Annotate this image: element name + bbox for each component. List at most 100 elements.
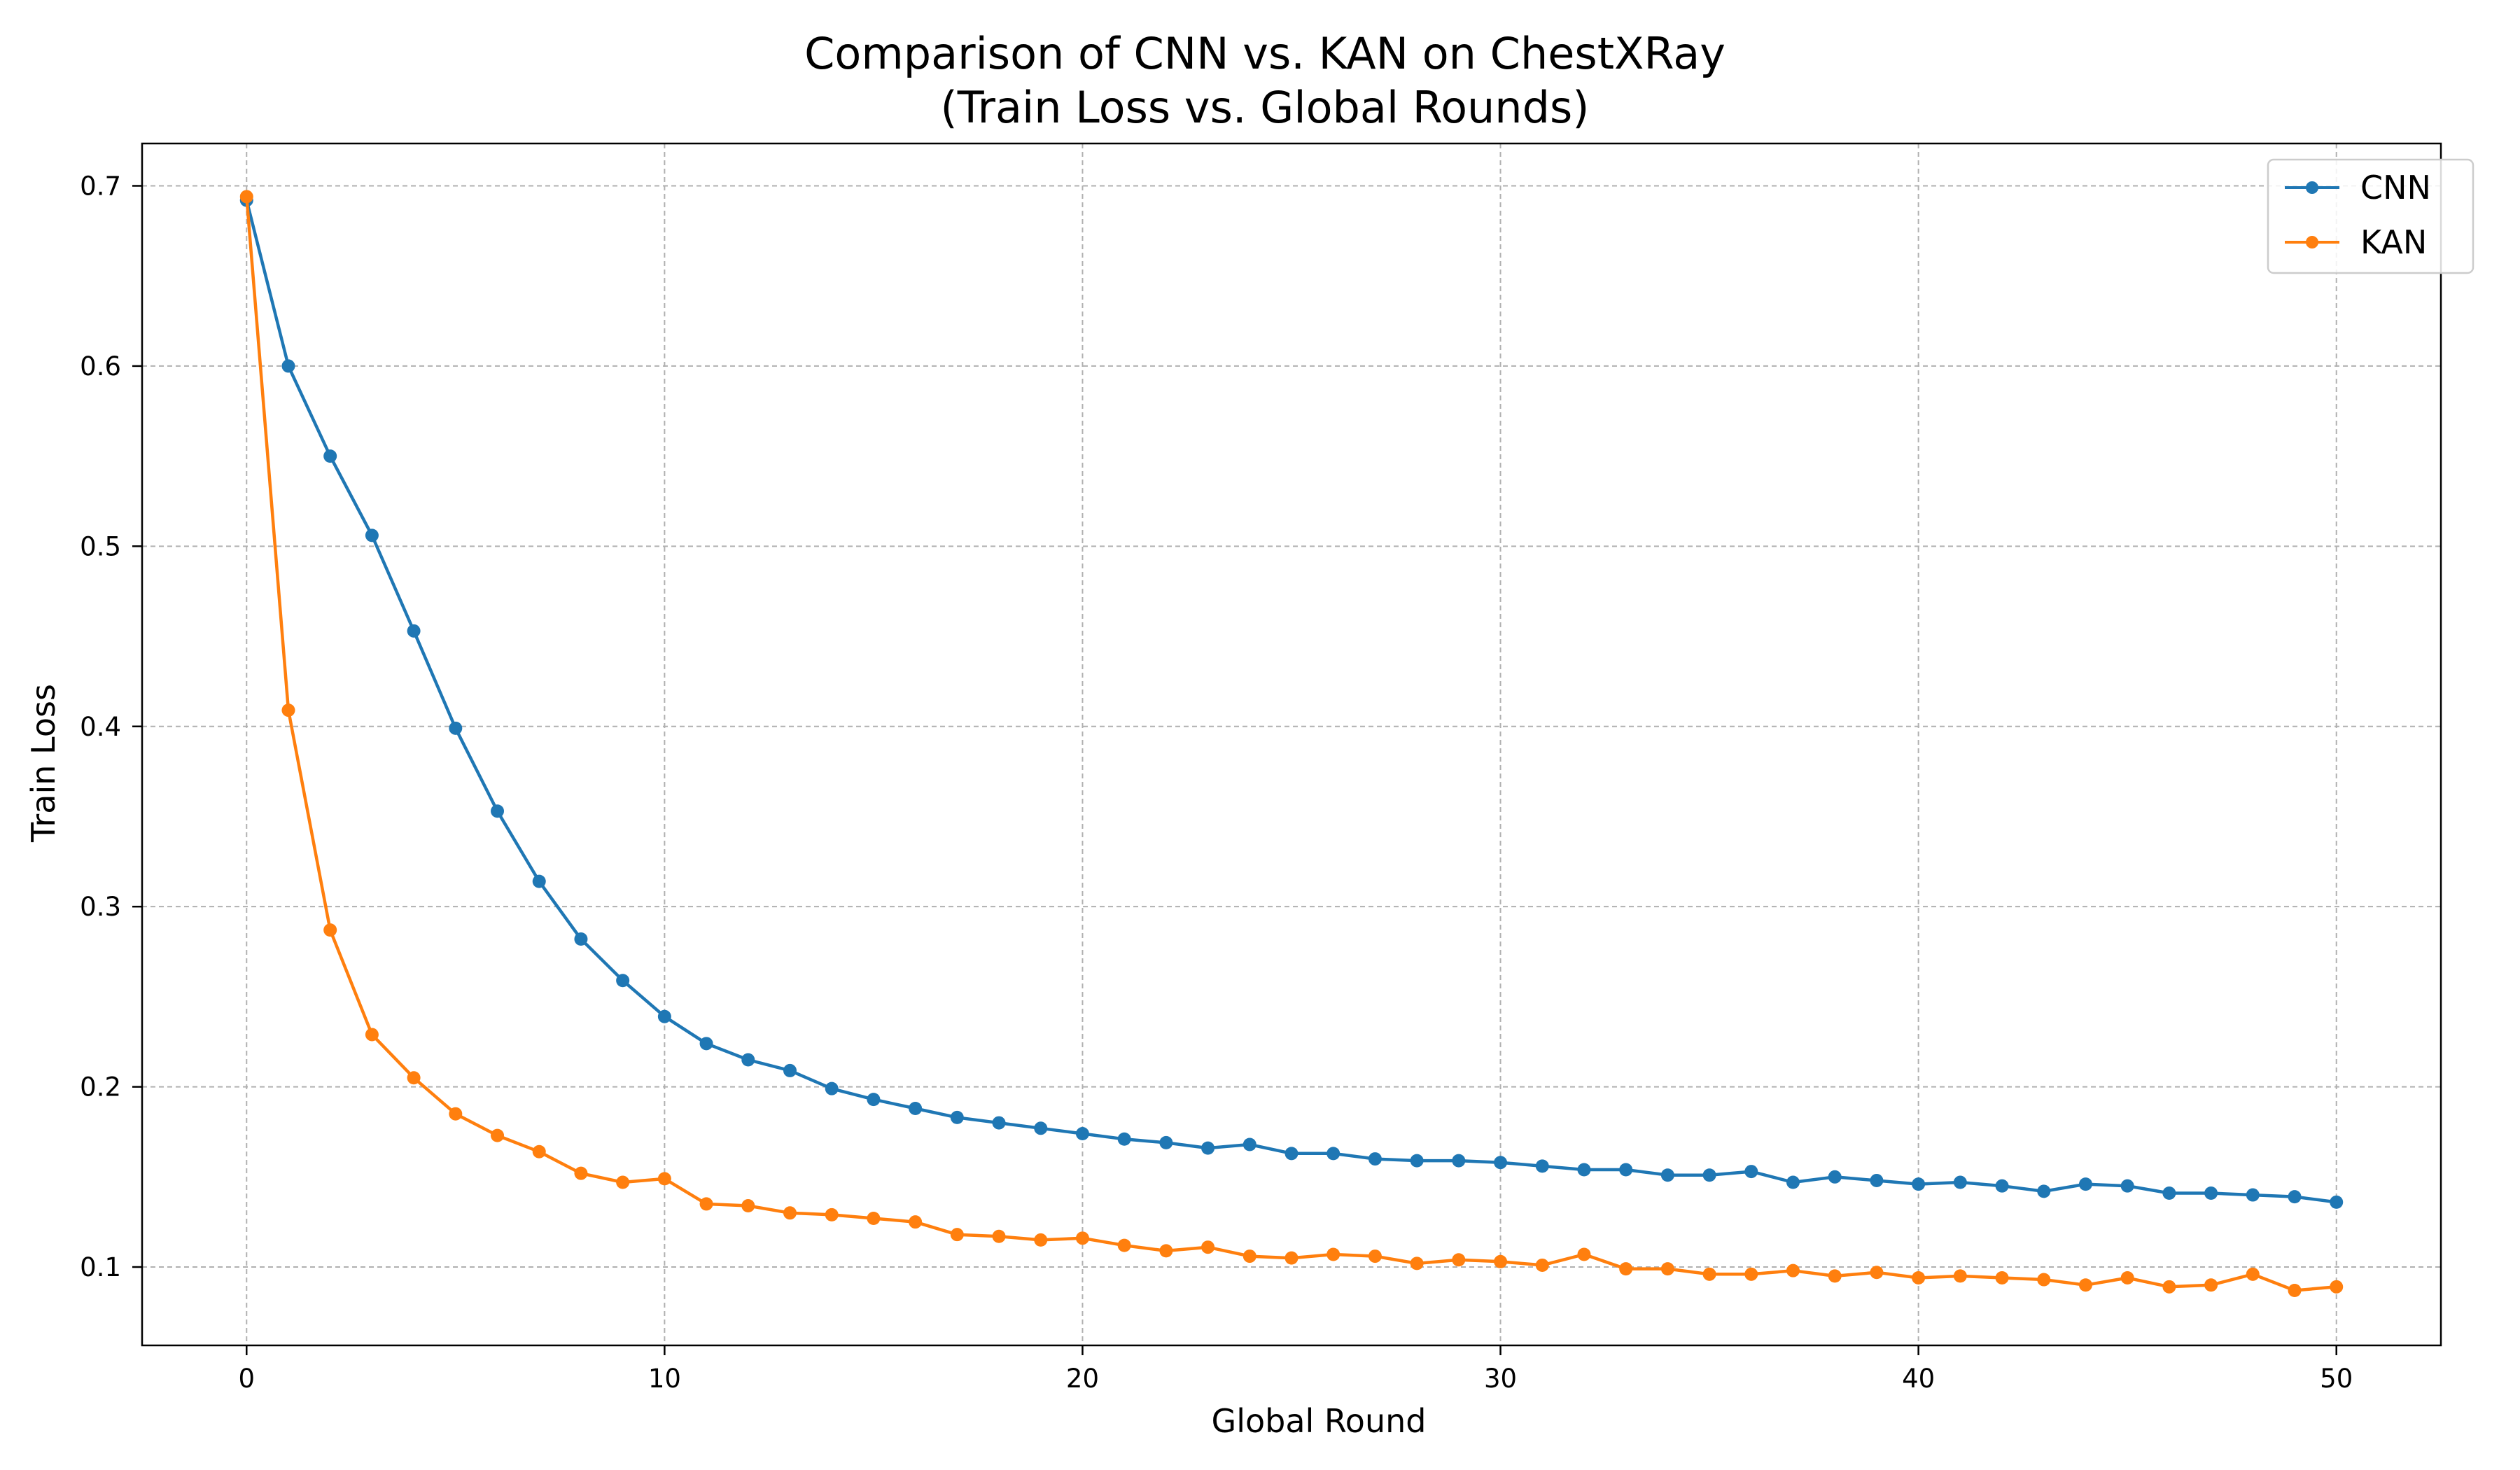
legend-label-cnn: CNN <box>2360 169 2431 206</box>
data-point-kan <box>1786 1264 1800 1278</box>
data-point-kan <box>1660 1262 1674 1276</box>
data-point-kan <box>1452 1253 1466 1267</box>
data-point-kan <box>1995 1270 2009 1284</box>
data-point-kan <box>2078 1278 2092 1292</box>
data-point-cnn <box>2120 1179 2134 1193</box>
data-point-cnn <box>657 1009 671 1023</box>
data-point-kan <box>491 1128 505 1142</box>
data-point-cnn <box>1410 1154 1424 1168</box>
data-point-cnn <box>449 721 463 735</box>
data-point-kan <box>1494 1254 1508 1268</box>
series-kan <box>239 190 2344 1297</box>
grid <box>142 144 2441 1345</box>
data-point-cnn <box>1368 1152 1382 1166</box>
x-tick-label: 20 <box>1066 1364 1099 1394</box>
data-point-cnn <box>2162 1186 2176 1200</box>
axis-ticks: 0 10 20 30 40 50 0.1 0.2 0.3 0.4 0.5 0.6 0.7 <box>80 171 2353 1394</box>
data-point-kan <box>825 1208 839 1222</box>
data-point-cnn <box>1744 1165 1758 1179</box>
data-point-kan <box>574 1166 588 1180</box>
data-point-cnn <box>909 1101 923 1115</box>
x-tick-label: 0 <box>238 1364 255 1394</box>
data-point-kan <box>1201 1240 1215 1254</box>
data-point-kan <box>2204 1278 2218 1292</box>
data-point-cnn <box>365 528 379 542</box>
data-point-kan <box>2162 1280 2176 1294</box>
data-point-cnn <box>1075 1127 1089 1141</box>
y-tick-label: 0.2 <box>80 1072 121 1102</box>
data-point-kan <box>1870 1266 1884 1280</box>
legend-marker-kan <box>2306 236 2318 248</box>
data-point-kan <box>992 1229 1006 1243</box>
data-point-cnn <box>532 874 546 888</box>
data-point-kan <box>407 1071 421 1085</box>
data-point-kan <box>2246 1267 2260 1281</box>
y-tick-label: 0.5 <box>80 531 121 561</box>
data-point-kan <box>1410 1256 1424 1270</box>
data-point-cnn <box>2204 1186 2218 1200</box>
data-point-kan <box>1326 1247 1340 1261</box>
x-axis-label: Global Round <box>1212 1402 1427 1440</box>
legend: CNN KAN <box>2267 158 2474 274</box>
plot-frame <box>141 142 2442 1347</box>
y-tick-label: 0.1 <box>80 1252 121 1282</box>
data-point-cnn <box>1828 1170 1842 1184</box>
chart-title-line1: Comparison of CNN vs. KAN on ChestXRay <box>804 28 1726 79</box>
data-point-kan <box>1242 1250 1256 1264</box>
data-point-kan <box>1702 1267 1716 1281</box>
data-point-kan <box>616 1175 630 1189</box>
data-point-cnn <box>1786 1175 1800 1189</box>
data-point-kan <box>1828 1269 1842 1283</box>
data-point-cnn <box>616 974 630 988</box>
data-point-cnn <box>407 624 421 638</box>
x-tick-label: 40 <box>1902 1364 1935 1394</box>
series-line-kan <box>245 196 2337 1292</box>
data-point-cnn <box>1660 1168 1674 1182</box>
x-tick-label: 30 <box>1484 1364 1517 1394</box>
data-point-kan <box>1034 1233 1048 1247</box>
data-point-kan <box>323 923 337 937</box>
data-point-kan <box>1117 1238 1131 1252</box>
y-tick-label: 0.6 <box>80 351 121 382</box>
data-point-cnn <box>1870 1173 1884 1187</box>
y-tick-label: 0.4 <box>80 712 121 742</box>
data-point-cnn <box>2037 1184 2051 1198</box>
data-point-cnn <box>281 359 295 373</box>
data-point-cnn <box>323 449 337 463</box>
data-point-cnn <box>992 1116 1006 1130</box>
chart-title-line2: (Train Loss vs. Global Rounds) <box>941 82 1590 133</box>
data-point-cnn <box>1117 1132 1131 1146</box>
data-point-kan <box>783 1206 797 1220</box>
data-point-cnn <box>699 1037 713 1051</box>
data-point-cnn <box>783 1063 797 1077</box>
data-point-kan <box>1535 1258 1549 1272</box>
y-axis-label: Train Loss <box>24 684 62 843</box>
data-point-cnn <box>1242 1138 1256 1152</box>
data-point-kan <box>1368 1250 1382 1264</box>
data-point-kan <box>867 1212 881 1226</box>
data-point-cnn <box>2078 1177 2092 1191</box>
data-point-kan <box>281 704 295 718</box>
data-point-cnn <box>867 1093 881 1107</box>
y-tick-label: 0.7 <box>80 171 121 201</box>
data-point-kan <box>2120 1270 2134 1284</box>
data-point-cnn <box>2246 1188 2260 1202</box>
data-point-cnn <box>2288 1190 2302 1204</box>
data-point-kan <box>699 1197 713 1211</box>
data-point-kan <box>239 190 253 204</box>
data-point-cnn <box>741 1053 755 1067</box>
data-point-kan <box>1953 1269 1967 1283</box>
data-point-kan <box>365 1028 379 1042</box>
data-point-kan <box>1619 1262 1633 1276</box>
plot-series <box>239 190 2344 1297</box>
data-point-cnn <box>1159 1135 1173 1149</box>
data-point-cnn <box>1535 1159 1549 1173</box>
data-point-cnn <box>1452 1154 1466 1168</box>
data-point-cnn <box>1577 1163 1591 1177</box>
data-point-cnn <box>1619 1163 1633 1177</box>
data-point-kan <box>2330 1280 2344 1294</box>
legend-label-kan: KAN <box>2360 223 2427 261</box>
data-point-cnn <box>1953 1175 1967 1189</box>
series-cnn <box>239 193 2344 1209</box>
